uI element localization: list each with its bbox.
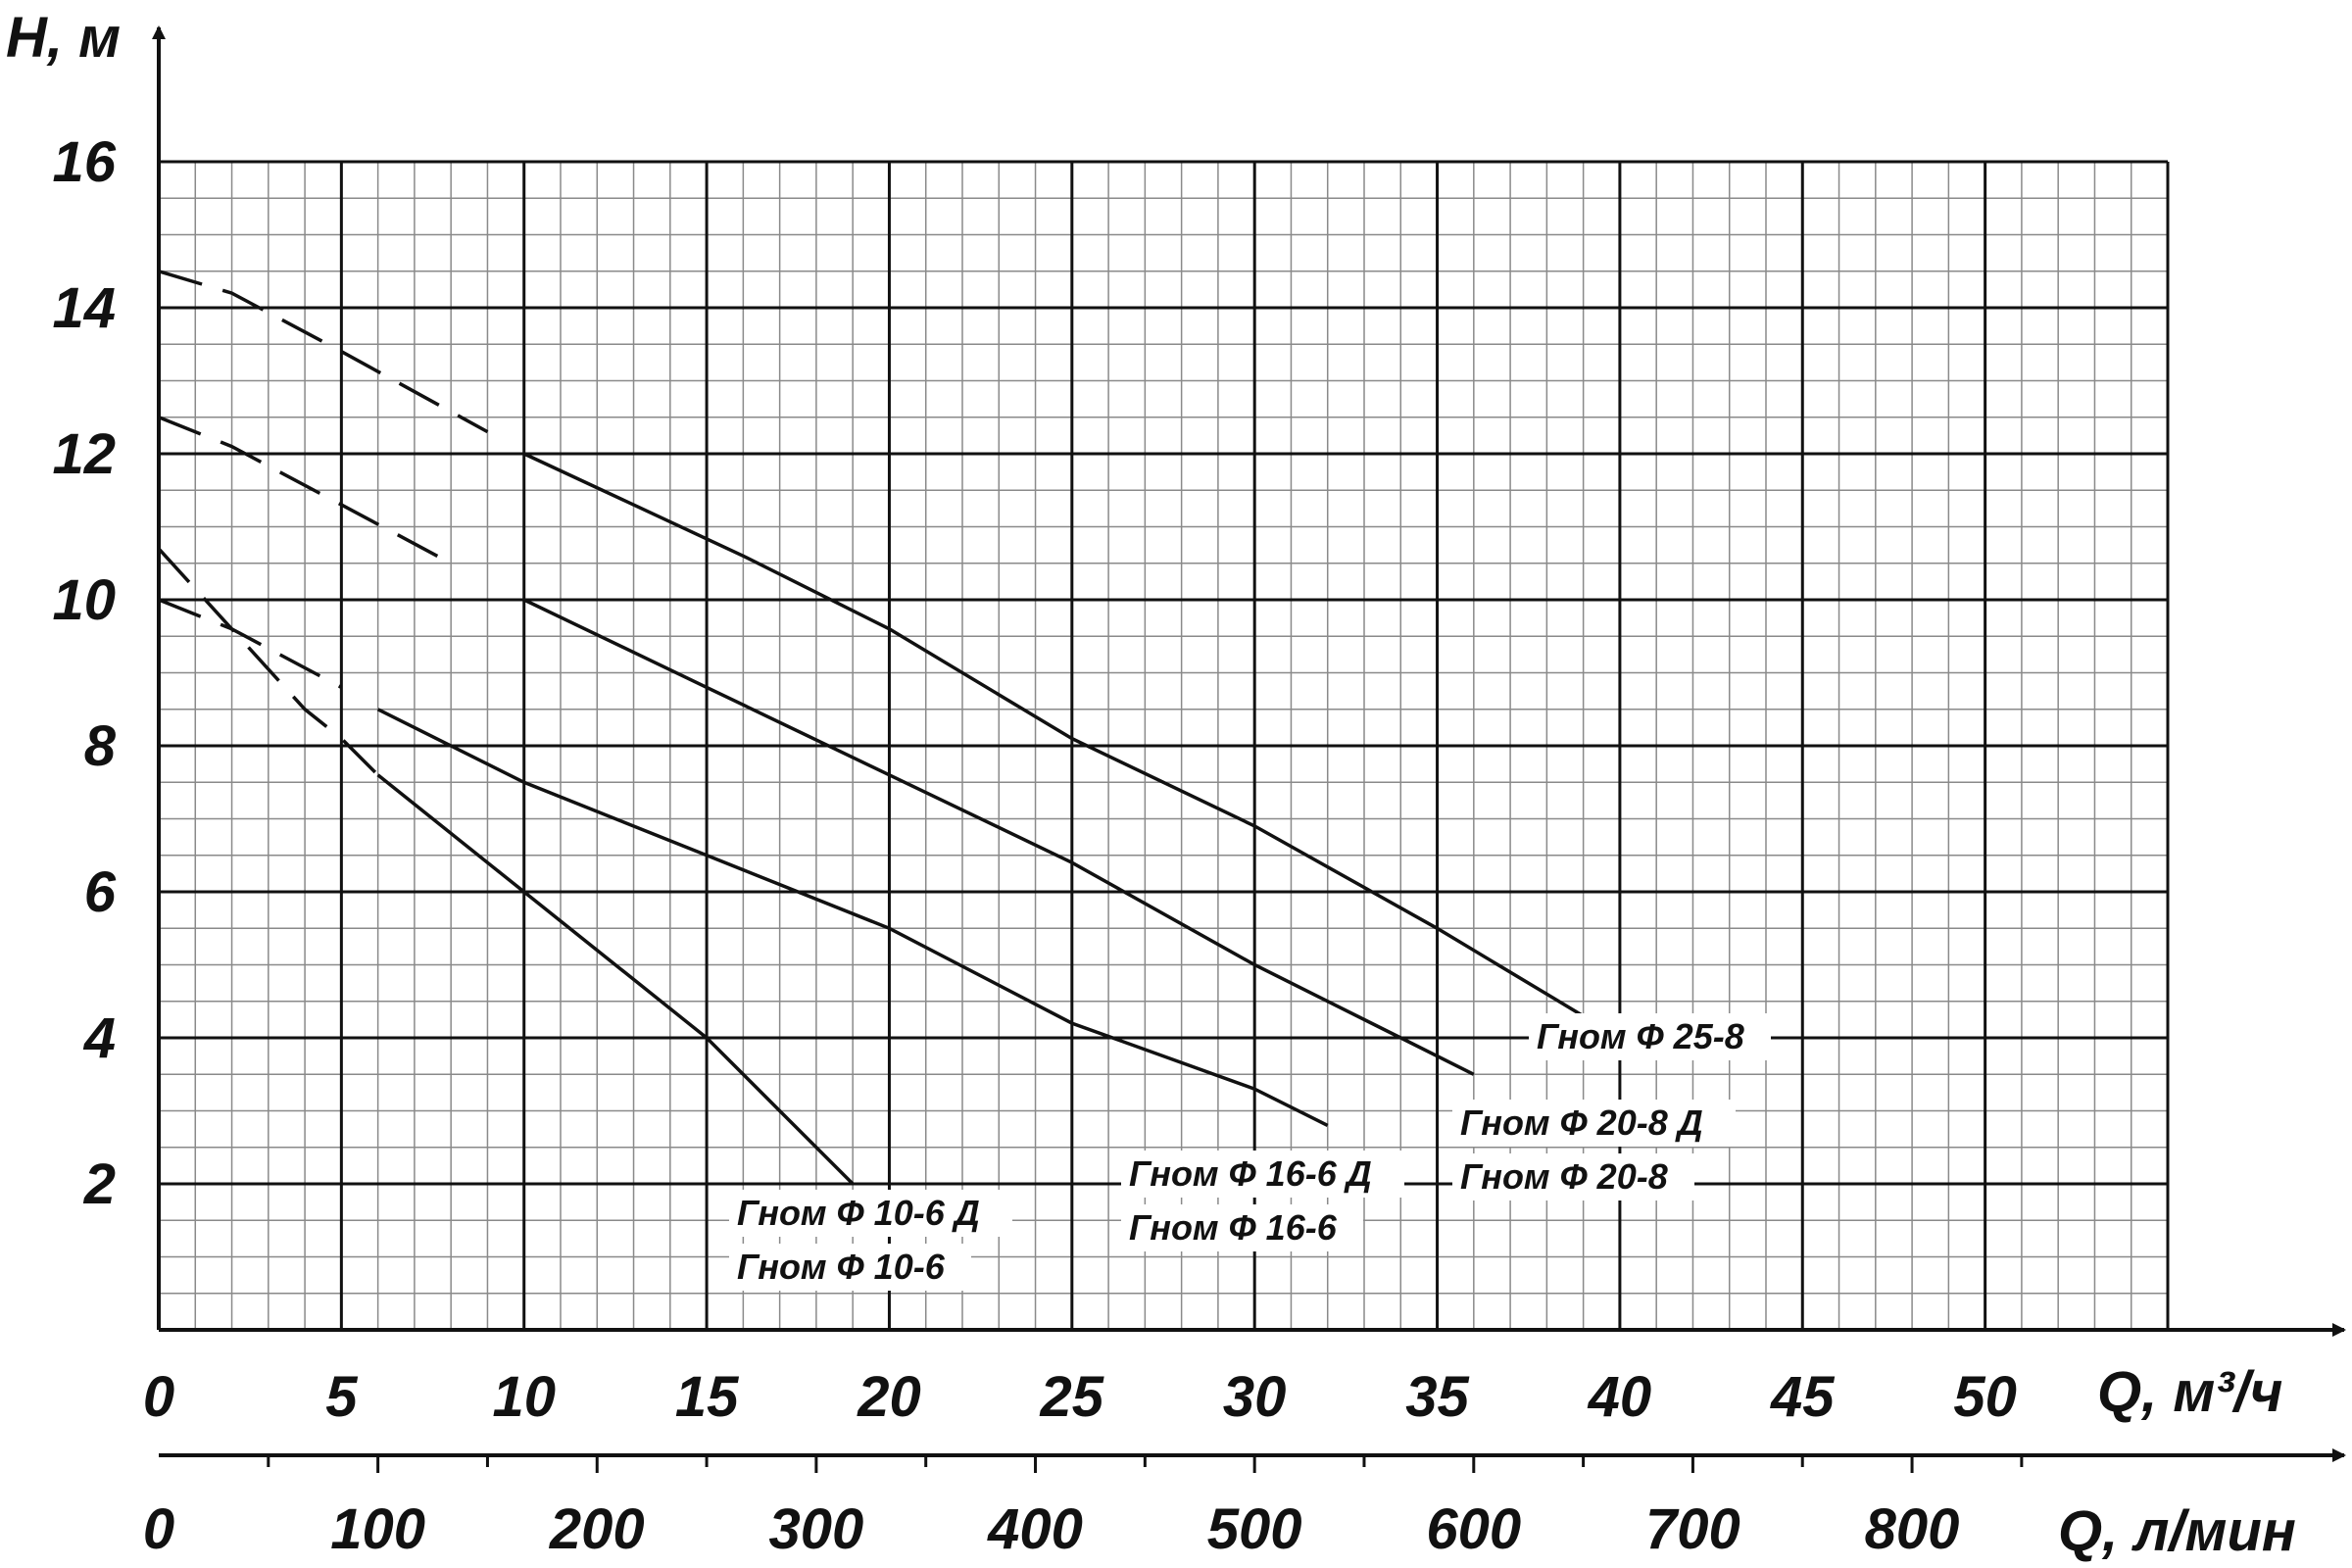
y-tick-label: 2: [83, 1152, 116, 1216]
series-label: Гном Ф 25-8: [1537, 1016, 1744, 1056]
series-label: Гном Ф 20-8: [1460, 1156, 1668, 1197]
series-1-dashed-line: [158, 270, 489, 434]
series-label-background: [729, 1244, 971, 1291]
series-label: Гном Ф 10-6: [737, 1247, 946, 1287]
x-tick-label: 30: [1223, 1365, 1287, 1429]
x-tick-label: 5: [325, 1365, 358, 1429]
x-tick-label: 25: [1040, 1365, 1104, 1429]
x-tick-label: 50: [1953, 1365, 2017, 1429]
y-tick-label: 8: [84, 714, 117, 778]
x-tick-label: 0: [143, 1365, 174, 1429]
x-tick-label: 15: [675, 1365, 739, 1429]
x2-tick-label: 600: [1426, 1497, 1521, 1561]
y-tick-label: 14: [52, 276, 116, 340]
series-label: Гном Ф 16-6 Д: [1129, 1153, 1372, 1194]
axes: [152, 25, 2346, 1473]
x2-tick-label: 500: [1207, 1497, 1302, 1561]
x-tick-label: 35: [1405, 1365, 1469, 1429]
series-label: Гном Ф 20-8 Д: [1460, 1102, 1703, 1143]
x2-axis-title: Q, л/мин: [2058, 1499, 2296, 1563]
series-label-background: [1452, 1100, 1736, 1147]
x2-tick-label: 800: [1865, 1497, 1960, 1561]
series-label-background: [1121, 1204, 1363, 1251]
series-3-solid-line: [376, 708, 1329, 1127]
series-4-solid-line: [376, 773, 855, 1186]
y-tick-label: 6: [84, 860, 117, 924]
x2-tick-label: 200: [549, 1497, 645, 1561]
series-label-background: [1529, 1013, 1771, 1060]
series-2-solid-line: [522, 598, 1475, 1076]
series-lines: [157, 270, 1585, 1186]
series-label-background: [729, 1190, 1012, 1237]
series-4-dashed-line: [157, 547, 379, 777]
x2-tick-label: 700: [1645, 1497, 1740, 1561]
x-tick-label: 45: [1770, 1365, 1835, 1429]
series-label: Гном Ф 16-6: [1129, 1207, 1338, 1248]
y-tick-label: 16: [52, 130, 116, 194]
y-tick-label: 12: [52, 422, 116, 486]
series-label: Гном Ф 10-6 Д: [737, 1193, 980, 1233]
y-tick-label: 4: [83, 1006, 116, 1070]
series-3-dashed-line: [158, 598, 343, 689]
series-label-background: [1121, 1151, 1404, 1198]
series-2-dashed-line: [158, 416, 453, 565]
x-axis-title: Q, м³/ч: [2097, 1360, 2283, 1424]
series-1-solid-line: [522, 452, 1585, 1018]
series-label-background: [1452, 1153, 1694, 1200]
tick-labels: 0 5 10 15 20 25 30 35 40 45 50 2 4 6 8 10 12 14 16 0 100 200 3…: [52, 130, 2016, 1561]
x2-tick-label: 400: [987, 1497, 1083, 1561]
series-labels: Гном Ф 25-8 Гном Ф 20-8 Д Гном Ф 20-8 Гном …: [729, 1013, 1771, 1291]
x-tick-label: 40: [1588, 1365, 1652, 1429]
major-grid: [159, 160, 2170, 1330]
x-tick-label: 20: [857, 1365, 921, 1429]
x2-tick-label: 100: [330, 1497, 425, 1561]
x-tick-label: 10: [492, 1365, 556, 1429]
x2-tick-label: 0: [143, 1497, 174, 1561]
y-axis-title: H, м: [6, 6, 121, 70]
y-tick-label: 10: [52, 568, 116, 632]
x2-tick-label: 300: [769, 1497, 864, 1561]
